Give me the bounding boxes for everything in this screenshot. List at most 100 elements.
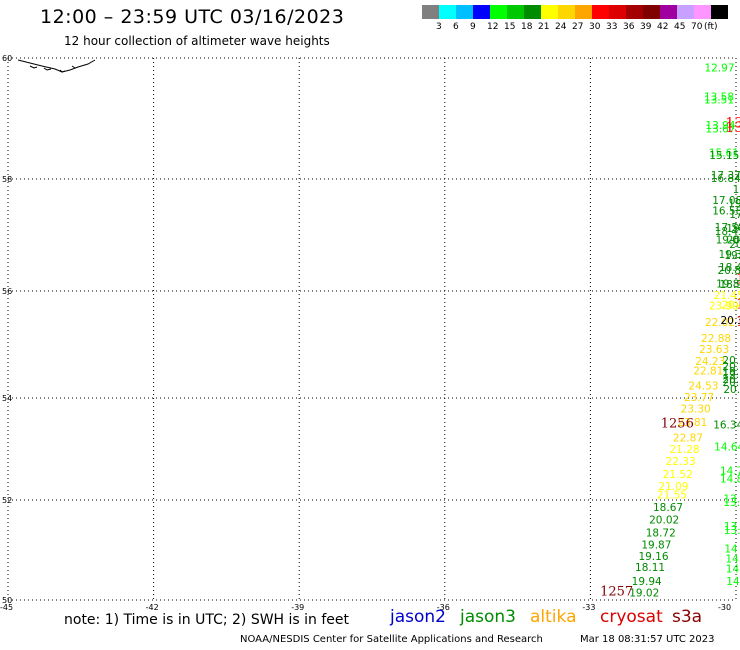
- wave-height-value: 22.02: [705, 317, 735, 329]
- lon-label: -42: [146, 603, 159, 612]
- wave-height-value: 19.02: [629, 588, 659, 600]
- scale-tick-label: 18: [521, 22, 533, 32]
- footer-credit: NOAA/NESDIS Center for Satellite Applica…: [240, 634, 543, 645]
- wave-height-value: 15.61: [709, 148, 739, 160]
- scale-tick-label: 3: [436, 22, 442, 32]
- lat-label: 60: [2, 54, 12, 63]
- scale-tick-label: 39: [640, 22, 652, 32]
- pass-time-label: 1: [736, 297, 740, 313]
- scale-tick-label: 30: [589, 22, 601, 32]
- wave-height-value: 21.28: [670, 444, 700, 456]
- satellite-legend-entry: jason3: [460, 607, 516, 627]
- scale-swatch: [609, 5, 626, 19]
- wave-height-value: 23.77: [684, 392, 714, 404]
- wave-height-value: 22.81: [693, 365, 723, 377]
- pass-time-label: 1337: [725, 116, 740, 132]
- wave-height-value: 13.94: [705, 120, 735, 132]
- scale-swatch: [490, 5, 507, 19]
- wave-height-value: 19.87: [641, 540, 671, 552]
- wave-height-value: 18.67: [653, 502, 683, 514]
- wave-height-value: 19.32: [719, 249, 740, 261]
- wave-height-value: 19.40: [726, 223, 740, 235]
- wave-height-value: 18.11: [635, 562, 665, 574]
- scale-swatch: [575, 5, 592, 19]
- scale-swatch: [643, 5, 660, 19]
- wave-height-value: 16.58: [712, 205, 740, 217]
- wave-height-value: 13.4: [723, 494, 740, 506]
- note-text: note: 1) Time is in UTC; 2) SWH is in fe…: [64, 612, 350, 628]
- scale-swatch: [592, 5, 609, 19]
- scale-swatch: [456, 5, 473, 19]
- wave-height-value: 13.51: [704, 94, 734, 106]
- pass-time-label: 13: [736, 272, 740, 288]
- scale-swatch: [439, 5, 456, 19]
- scale-tick-label: 12: [487, 22, 499, 32]
- wave-height-value: 19.59: [722, 369, 740, 381]
- wave-height-value: 19.19: [722, 366, 740, 378]
- wave-height-value: 20.78: [729, 239, 740, 251]
- scale-swatch: [473, 5, 490, 19]
- satellite-legend-entry: s3a: [672, 607, 703, 627]
- wave-height-value: 16.84: [711, 173, 740, 185]
- wave-height-value: 14: [726, 564, 740, 576]
- wave-height-value: 19.83: [716, 279, 740, 291]
- wave-height-value: 13.58: [704, 91, 734, 103]
- lat-lon-grid: [7, 57, 737, 601]
- lon-label: -36: [437, 603, 450, 612]
- scale-tick-label: 9: [470, 22, 476, 32]
- lat-label: 52: [2, 496, 12, 505]
- wave-height-value: 23.81: [677, 417, 707, 429]
- wave-height-value: 18.40: [719, 262, 740, 274]
- map-title: 12:00 – 23:59 UTC 03/16/2023: [40, 6, 345, 28]
- wave-height-value: 20.49: [721, 300, 740, 312]
- wave-height-value: 14: [726, 576, 740, 588]
- lat-label: 56: [2, 287, 12, 296]
- wave-height-value: 21.55: [657, 489, 687, 501]
- wave-height-value: 20.26: [722, 355, 740, 367]
- coastline: [17, 59, 96, 73]
- wave-height-value: 23.63: [699, 344, 729, 356]
- wave-height-value: 20.82: [727, 234, 740, 246]
- wave-height-value: 20.54: [722, 377, 740, 389]
- wave-height-value: 19.65: [724, 250, 740, 262]
- wave-height-value: 13.9: [723, 497, 740, 509]
- wave-height-value: 18.91: [719, 279, 740, 291]
- wave-height-value: 24.53: [688, 380, 718, 392]
- scale-unit-label: (ft): [704, 22, 718, 32]
- scale-tick-label: 36: [623, 22, 635, 32]
- wave-height-value: 20.02: [649, 515, 679, 527]
- wave-height-value: 19.16: [638, 551, 668, 563]
- scale-swatch: [660, 5, 677, 19]
- pass-time-label: 1257: [600, 585, 633, 600]
- lat-label: 50: [2, 596, 12, 605]
- scale-swatch: [677, 5, 694, 19]
- wave-height-value: 22.33: [666, 456, 696, 468]
- scale-tick-label: 24: [555, 22, 567, 32]
- footer-timestamp: Mar 18 08:31:57 UTC 2023: [580, 634, 715, 645]
- wave-height-value: 19.: [728, 198, 740, 210]
- time-marks: 13371337 1256 1257 13 11: [600, 116, 740, 600]
- wave-height-value: 18.43: [715, 226, 740, 238]
- wave-height-value: 18.72: [646, 528, 676, 540]
- lon-label: -45: [0, 603, 13, 612]
- axis-labels: 60 58 56 54 52 50-45 -42 -39 -36 -33 -30: [0, 54, 731, 612]
- scale-swatch: [507, 5, 524, 19]
- coastline-fragment: [29, 65, 76, 73]
- lon-label: -33: [582, 603, 595, 612]
- scale-swatch: [694, 5, 711, 19]
- satellite-legend-entry: cryosat: [600, 607, 663, 627]
- wave-height-value: 19.94: [632, 576, 662, 588]
- wave-height-value: 21.52: [663, 469, 693, 481]
- pass-time-label: 1256: [661, 417, 694, 432]
- satellite-legend-entry: jason2: [390, 607, 446, 627]
- wave-height-value: 21.45: [714, 290, 740, 302]
- wave-height-value: 13.67: [705, 123, 735, 135]
- wave-height-value: 20.18: [722, 361, 740, 373]
- scale-tick-label: 27: [572, 22, 584, 32]
- wave-height-value: 14.64: [714, 442, 740, 454]
- wave-height-value: 22.88: [701, 333, 731, 345]
- wave-height-value: 17.9: [729, 209, 740, 221]
- wave-height-value: 18: [733, 184, 740, 196]
- scale-tick-label: 15: [504, 22, 516, 32]
